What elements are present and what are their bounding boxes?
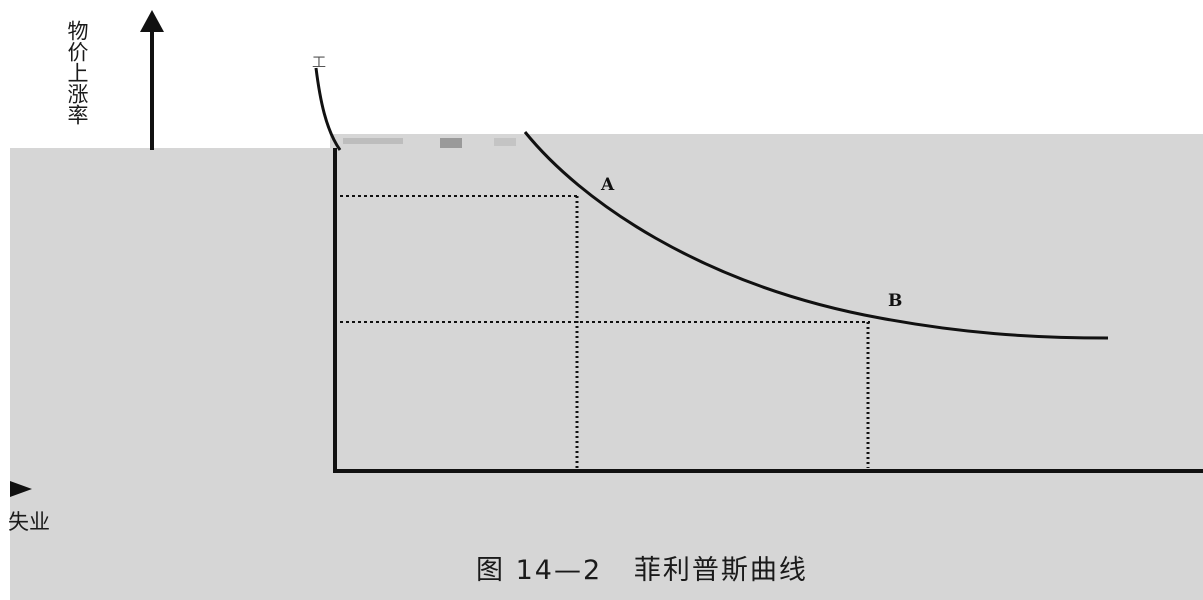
y-axis-arrowhead (140, 10, 164, 32)
scan-artifact (440, 138, 462, 148)
x-axis-arrowhead (10, 481, 32, 497)
phillips-curve (314, 67, 1109, 340)
scan-gray-strip (330, 134, 1203, 150)
scan-mark: 工 (312, 55, 326, 71)
scan-artifact (494, 138, 516, 146)
x-axis-label: 失业 (8, 510, 50, 534)
point-a-label: A (601, 175, 615, 195)
scan-artifact (343, 138, 403, 144)
point-b-label: B (888, 291, 903, 311)
scan-gray-panel (10, 148, 1203, 600)
figure-caption: 图 14—2 菲利普斯曲线 (476, 555, 808, 586)
y-axis-label: 物价上涨率 (65, 20, 89, 125)
